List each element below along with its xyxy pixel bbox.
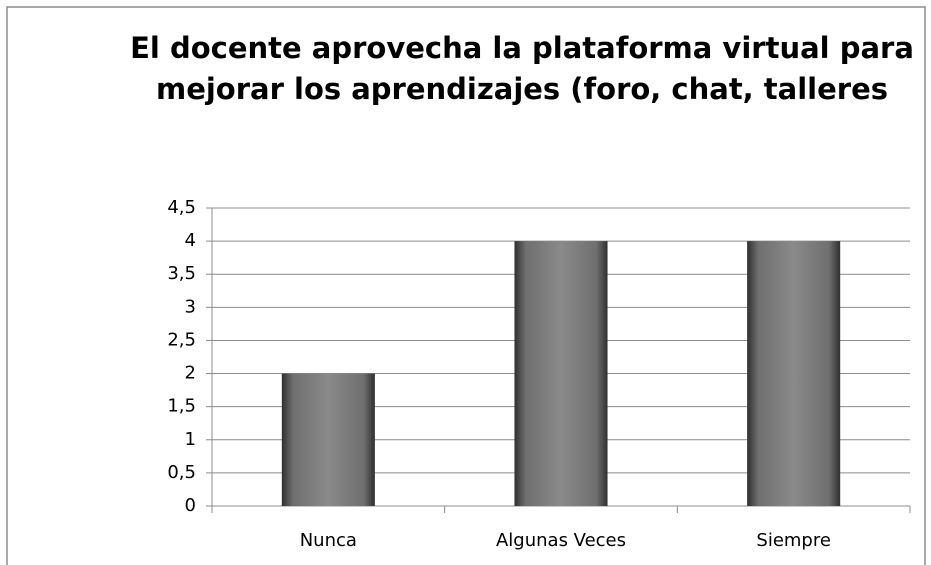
x-tick-label: Siempre — [756, 530, 831, 551]
y-tick-label: 0,5 — [167, 462, 196, 483]
y-tick-label: 1 — [185, 429, 196, 450]
bar — [747, 241, 841, 506]
bar — [281, 373, 375, 506]
x-tick-label: Nunca — [300, 530, 357, 551]
chart-title: mejorar los aprendizajes (foro, chat, ta… — [156, 72, 888, 106]
y-tick-label: 1,5 — [167, 396, 196, 417]
chart-frame — [6, 6, 926, 565]
y-tick-label: 3,5 — [167, 263, 196, 284]
chart-title: El docente aprovecha la plataforma virtu… — [130, 31, 914, 65]
y-tick-label: 2,5 — [167, 329, 196, 350]
y-tick-label: 0 — [185, 495, 196, 516]
bar — [514, 241, 608, 506]
y-tick-label: 4 — [185, 230, 196, 251]
x-tick-label: Algunas Veces — [496, 530, 626, 551]
y-tick-label: 3 — [185, 296, 196, 317]
y-tick-label: 4,5 — [167, 197, 196, 218]
y-tick-label: 2 — [185, 363, 196, 384]
